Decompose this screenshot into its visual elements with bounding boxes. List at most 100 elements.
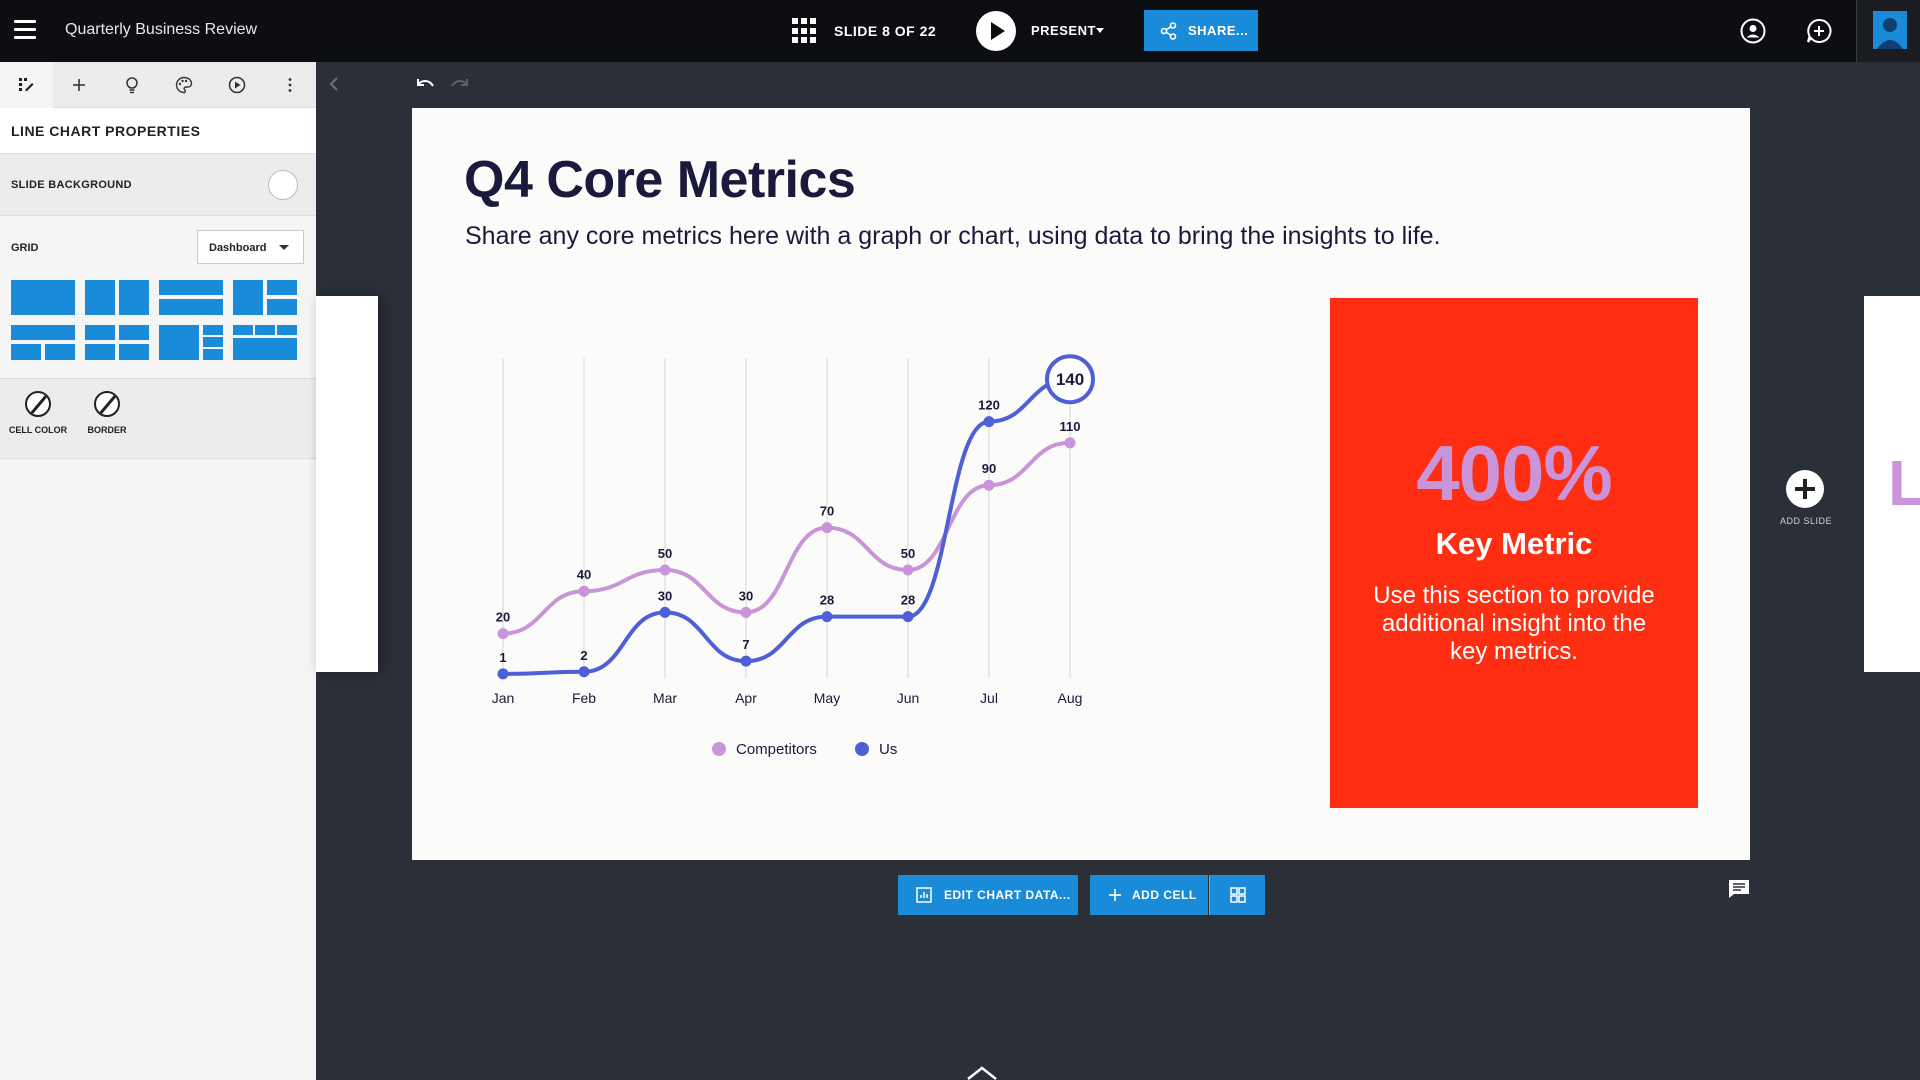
slide-background-swatch[interactable] — [268, 169, 298, 200]
add-slide-label: ADD SLIDE — [1780, 516, 1833, 526]
no-color-icon — [25, 391, 51, 417]
palette-icon — [176, 76, 193, 94]
plus-icon — [1109, 889, 1121, 901]
layout-option[interactable] — [11, 280, 75, 315]
grid-row: GRID Dashboard — [0, 216, 316, 379]
previous-slide-thumbnail[interactable] — [316, 296, 378, 672]
x-tick-label: Jun — [897, 690, 920, 706]
slide-subtitle[interactable]: Share any core metrics here with a graph… — [465, 222, 1441, 250]
data-point[interactable] — [983, 416, 995, 428]
slide-counter: SLIDE 8 OF 22 — [834, 23, 937, 39]
grid-layout-dropdown[interactable]: Dashboard — [197, 230, 304, 264]
data-label: 90 — [982, 461, 996, 476]
tab-design[interactable] — [0, 62, 53, 108]
edit-chart-data-button[interactable]: EDIT CHART DATA... — [898, 875, 1078, 915]
document-title[interactable]: Quarterly Business Review — [65, 21, 258, 38]
tab-ideas[interactable] — [105, 62, 158, 108]
layout-option[interactable] — [85, 325, 149, 360]
data-label: 70 — [820, 504, 834, 519]
data-label: 50 — [658, 546, 672, 561]
data-point[interactable] — [740, 606, 752, 618]
slide-grid-icon[interactable] — [792, 18, 818, 44]
properties-panel: LINE CHART PROPERTIES SLIDE BACKGROUND G… — [0, 62, 316, 1080]
legend-swatch — [712, 742, 726, 756]
user-icon[interactable] — [1740, 18, 1766, 44]
line-chart[interactable]: Jan Feb Mar Apr May Jun Jul Aug2040503070509011… — [464, 308, 1264, 808]
border-tool[interactable]: BORDER — [77, 391, 137, 435]
design-icon — [19, 78, 34, 92]
data-label: 2 — [580, 648, 587, 663]
highlight-point[interactable] — [1045, 354, 1095, 405]
data-point[interactable] — [740, 655, 752, 667]
layout-option[interactable] — [159, 280, 223, 315]
speaker-notes-icon[interactable] — [1728, 879, 1750, 899]
legend-swatch — [855, 742, 869, 756]
data-point[interactable] — [821, 522, 833, 534]
tab-theme[interactable] — [158, 62, 211, 108]
play-circle-icon — [228, 76, 246, 94]
data-label: 140 — [1056, 370, 1084, 389]
chart-icon — [916, 887, 932, 903]
layout-option[interactable] — [159, 325, 223, 360]
key-metric-value: 400% — [1416, 429, 1613, 517]
legend-label: Us — [879, 741, 897, 758]
add-comment-icon[interactable] — [1806, 18, 1832, 44]
slide-title[interactable]: Q4 Core Metrics — [464, 151, 856, 209]
data-point[interactable] — [578, 585, 590, 597]
key-metric-description: Use this section to provide additional i… — [1373, 582, 1655, 665]
chevron-down-icon[interactable] — [1096, 28, 1104, 33]
avatar[interactable] — [1856, 0, 1920, 62]
x-tick-label: Jul — [980, 690, 998, 706]
cell-color-tool[interactable]: CELL COLOR — [8, 391, 68, 435]
menu-icon[interactable] — [14, 20, 36, 42]
add-cell-button[interactable]: ADD CELL — [1090, 875, 1208, 915]
undo-icon[interactable] — [414, 76, 436, 92]
data-point[interactable] — [821, 611, 833, 623]
data-point[interactable] — [659, 606, 671, 618]
data-label: 120 — [978, 398, 1000, 413]
layout-option[interactable] — [11, 325, 75, 360]
chevron-up-icon[interactable] — [966, 1066, 998, 1080]
x-tick-label: May — [814, 690, 840, 706]
data-point[interactable] — [1064, 437, 1076, 449]
data-point[interactable] — [659, 564, 671, 576]
key-metric-title: Key Metric — [1435, 526, 1593, 561]
slide: Q4 Core Metrics Share any core metrics h… — [412, 108, 1750, 860]
data-label: 50 — [901, 546, 915, 561]
x-tick-label: Feb — [572, 690, 596, 706]
share-label: SHARE... — [1188, 23, 1249, 38]
data-point[interactable] — [983, 479, 995, 491]
legend-label: Competitors — [736, 741, 817, 758]
tab-add[interactable] — [53, 62, 106, 108]
data-label: 28 — [820, 593, 834, 608]
redo-icon[interactable] — [449, 76, 471, 92]
next-slide-thumbnail[interactable]: L — [1864, 296, 1920, 672]
series-line-competitors — [501, 440, 1072, 636]
data-point[interactable] — [902, 564, 914, 576]
layout-option[interactable] — [85, 280, 149, 315]
play-icon[interactable] — [976, 11, 1016, 51]
chevron-left-icon[interactable] — [328, 76, 340, 92]
data-label: 30 — [739, 588, 753, 603]
data-point[interactable] — [497, 668, 509, 680]
share-button[interactable]: SHARE... — [1144, 10, 1258, 51]
grid-layout-options — [11, 280, 297, 360]
layout-option[interactable] — [233, 325, 297, 360]
x-tick-label: Aug — [1058, 690, 1083, 706]
data-point[interactable] — [497, 628, 509, 640]
no-border-icon — [94, 391, 120, 417]
data-point[interactable] — [578, 666, 590, 678]
data-point[interactable] — [902, 611, 914, 623]
add-slide-button[interactable]: ADD SLIDE — [1780, 470, 1833, 526]
layout-option[interactable] — [233, 280, 297, 315]
cell-layout-button[interactable] — [1209, 875, 1265, 915]
tab-more[interactable] — [263, 62, 316, 108]
key-metric-cell[interactable]: 400% Key Metric Use this section to prov… — [1330, 298, 1698, 808]
present-button[interactable]: PRESENT — [1031, 23, 1096, 38]
data-label: 28 — [901, 593, 915, 608]
data-label: 40 — [577, 567, 591, 582]
panel-title: LINE CHART PROPERTIES — [0, 108, 316, 154]
tab-playback[interactable] — [211, 62, 264, 108]
slide-background-label: SLIDE BACKGROUND — [11, 178, 132, 191]
data-label: 1 — [499, 650, 506, 665]
